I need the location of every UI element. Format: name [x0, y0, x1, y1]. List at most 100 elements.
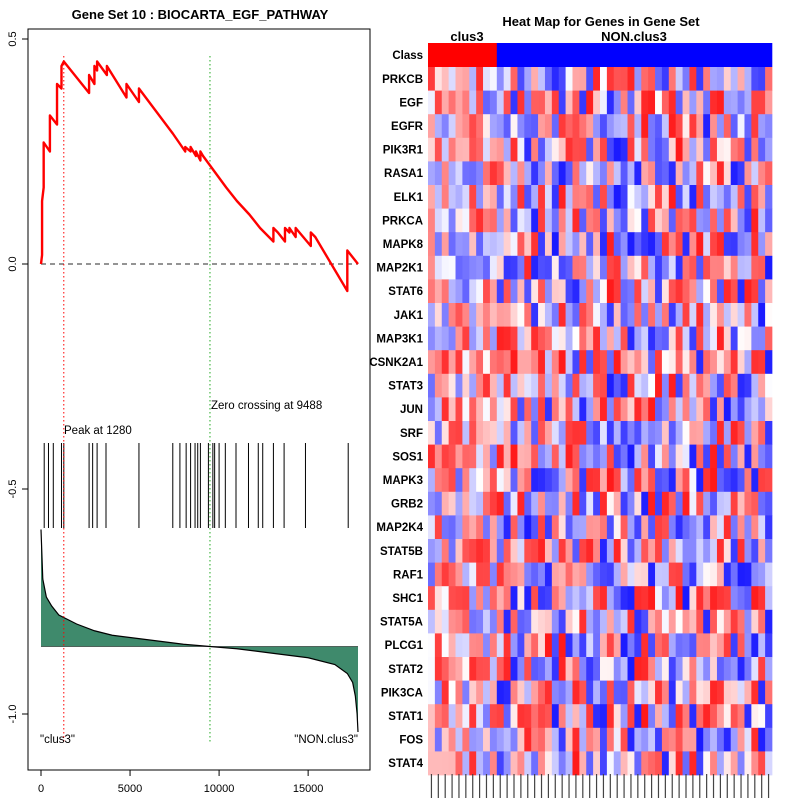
- cell-0-13: [517, 67, 525, 91]
- cell-22-9: [489, 586, 498, 611]
- cell-16-4: [455, 444, 463, 469]
- cell-17-25: [600, 468, 608, 493]
- cell-23-10: [496, 609, 505, 634]
- cell-11-28: [620, 326, 628, 351]
- cell-19-10: [496, 515, 505, 540]
- cell-4-17: [544, 161, 553, 186]
- cell-5-6: [469, 185, 477, 209]
- cell-19-43: [723, 515, 732, 540]
- cell-9-31: [641, 279, 649, 304]
- sample-label-mark-39: [699, 774, 701, 798]
- cell-5-48: [758, 185, 766, 209]
- cell-1-27: [613, 90, 621, 115]
- cell-12-23: [586, 350, 594, 375]
- cell-15-47: [751, 421, 759, 445]
- cell-23-34: [661, 609, 670, 634]
- cell-17-31: [641, 468, 649, 493]
- cell-20-44: [730, 539, 738, 563]
- cell-20-19: [558, 539, 566, 563]
- cell-20-17: [544, 539, 553, 563]
- cell-18-49: [765, 491, 773, 516]
- cell-10-28: [620, 303, 628, 327]
- cell-20-10: [496, 539, 505, 563]
- cell-11-8: [483, 326, 491, 351]
- cell-27-8: [483, 704, 491, 729]
- cell-2-5: [462, 114, 470, 139]
- cell-7-39: [696, 232, 704, 257]
- cell-16-13: [517, 444, 525, 469]
- cell-10-34: [661, 303, 670, 327]
- gene-label-mapk3: MAPK3: [383, 475, 423, 487]
- cell-2-47: [751, 114, 759, 139]
- cell-8-15: [531, 255, 539, 280]
- cell-24-40: [703, 633, 711, 658]
- cell-29-36: [675, 751, 683, 776]
- cell-11-19: [558, 326, 566, 351]
- cell-12-36: [675, 350, 683, 375]
- cell-8-28: [620, 255, 628, 280]
- cell-25-45: [737, 657, 745, 681]
- cell-17-43: [723, 468, 732, 493]
- cell-24-33: [655, 633, 663, 658]
- gene-label-pik3r1: PIK3R1: [383, 145, 424, 157]
- cell-28-25: [600, 727, 608, 752]
- cell-18-28: [620, 491, 628, 516]
- cell-16-21: [572, 444, 580, 469]
- cell-19-26: [606, 515, 615, 540]
- cell-6-42: [716, 208, 725, 233]
- cell-12-24: [593, 350, 601, 375]
- cell-20-22: [579, 539, 587, 563]
- cell-4-19: [558, 161, 566, 186]
- cell-21-41: [710, 562, 718, 587]
- cell-12-0: [428, 350, 436, 375]
- cell-8-45: [737, 255, 745, 280]
- cell-18-16: [538, 491, 546, 516]
- cell-10-29: [627, 303, 635, 327]
- sample-label-mark-49: [767, 774, 770, 798]
- cell-10-41: [710, 303, 718, 327]
- cell-2-30: [634, 114, 642, 139]
- cell-0-41: [710, 67, 718, 91]
- sample-label-mark-41: [712, 774, 715, 798]
- cell-26-12: [510, 680, 518, 705]
- gene-label-mapk8: MAPK8: [383, 239, 424, 251]
- cell-9-24: [593, 279, 601, 304]
- sample-label-mark-3: [451, 774, 453, 798]
- cell-4-8: [483, 161, 491, 186]
- cell-7-18: [551, 232, 560, 257]
- cell-26-22: [579, 680, 587, 705]
- cell-2-9: [489, 114, 498, 139]
- cell-14-10: [496, 397, 505, 422]
- cell-16-29: [627, 444, 635, 469]
- y-tick-label-1: 0.0: [7, 256, 19, 271]
- cell-27-33: [655, 704, 663, 729]
- cell-10-46: [744, 303, 752, 327]
- cell-20-9: [489, 539, 498, 563]
- cell-3-28: [620, 137, 628, 162]
- cell-23-22: [579, 609, 587, 634]
- cell-6-26: [606, 208, 615, 233]
- cell-13-13: [517, 373, 525, 398]
- cell-25-2: [441, 657, 449, 681]
- cell-12-13: [517, 350, 525, 375]
- cell-26-10: [496, 680, 505, 705]
- cell-15-14: [524, 421, 532, 445]
- cell-16-34: [661, 444, 670, 469]
- cell-17-5: [462, 468, 470, 493]
- cell-1-10: [496, 90, 505, 115]
- cell-9-27: [613, 279, 621, 304]
- cell-13-1: [434, 373, 443, 398]
- cell-25-4: [455, 657, 463, 681]
- cell-16-14: [524, 444, 532, 469]
- sample-label-mark-24: [595, 774, 598, 798]
- cell-5-46: [744, 185, 752, 209]
- cell-23-5: [462, 609, 470, 634]
- cell-16-36: [675, 444, 683, 469]
- cell-22-13: [517, 586, 525, 611]
- cell-4-3: [448, 161, 456, 186]
- cell-8-9: [489, 255, 498, 280]
- cell-0-31: [641, 67, 649, 91]
- cell-12-20: [565, 350, 573, 375]
- cell-18-11: [503, 491, 511, 516]
- cell-20-43: [723, 539, 732, 563]
